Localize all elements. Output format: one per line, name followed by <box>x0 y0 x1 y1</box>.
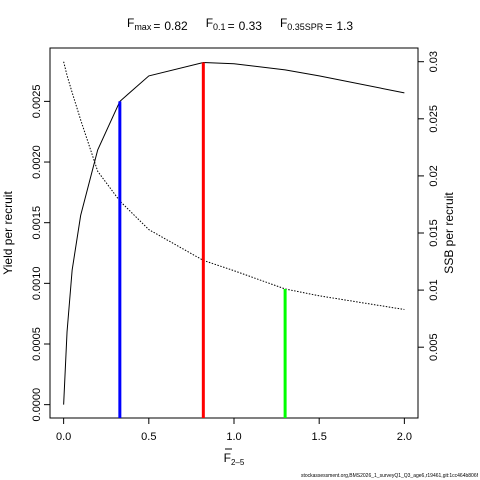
title-sub: max <box>134 22 152 32</box>
title-sep: = <box>228 19 235 33</box>
title-sep: = <box>325 19 332 33</box>
y2-tick-label: 0.01 <box>428 279 440 300</box>
x-tick-label: 1.0 <box>226 431 241 443</box>
title-sub: 0.35SPR <box>287 22 324 32</box>
x-tick-label: 2.0 <box>397 431 412 443</box>
y2-axis-label: SSB per recruit <box>442 192 456 274</box>
series-line <box>63 61 405 311</box>
title-symbol: F <box>127 16 134 30</box>
y-axis-label: Yield per recruit <box>1 191 15 275</box>
y2-tick-label: 0.025 <box>428 105 440 133</box>
plot-frame <box>49 47 419 419</box>
x-label-symbol: F <box>224 451 231 465</box>
title-symbol: F <box>206 16 213 30</box>
title-value: 1.3 <box>336 19 353 33</box>
y-tick-label: 0.0000 <box>31 388 43 422</box>
y-tick-label: 0.0020 <box>31 145 43 179</box>
x-axis-label: F2–5 <box>224 451 245 467</box>
title-value: 0.33 <box>239 19 263 33</box>
x-tick-label: 0.0 <box>56 431 71 443</box>
title-value: 0.82 <box>164 19 188 33</box>
y2-tick-label: 0.015 <box>428 219 440 247</box>
x-tick-label: 0.5 <box>141 431 156 443</box>
title-sep: = <box>153 19 160 33</box>
x-label-sub: 2–5 <box>231 458 245 467</box>
y2-tick-label: 0.005 <box>428 333 440 361</box>
chart-title: Fmax = 0.82 F0.1 = 0.33 F0.35SPR = 1.3 <box>127 16 353 33</box>
series-line <box>63 62 405 405</box>
y2-tick-label: 0.02 <box>428 165 440 186</box>
y2-tick-label: 0.03 <box>428 51 440 72</box>
y-tick-label: 0.0010 <box>31 267 43 301</box>
y-tick-label: 0.0015 <box>31 206 43 240</box>
y-tick-label: 0.0005 <box>31 327 43 361</box>
footer: stockassessment.org,BMS2026_1_surveyQ1_Q… <box>301 473 479 479</box>
x-tick-label: 1.5 <box>312 431 327 443</box>
title-symbol: F <box>280 16 287 30</box>
title-sub: 0.1 <box>213 22 226 32</box>
y-tick-label: 0.0025 <box>31 85 43 119</box>
